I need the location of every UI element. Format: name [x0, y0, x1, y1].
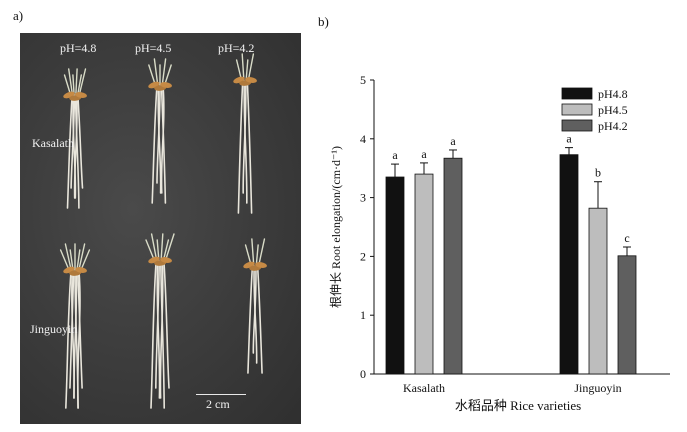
bar: [414, 173, 434, 375]
significance-letter: a: [450, 134, 456, 148]
y-tick-label: 4: [360, 132, 366, 146]
root-strand: [69, 272, 75, 389]
seed-husk: [255, 262, 267, 268]
root-strand: [76, 272, 81, 409]
x-tick-label: Jinguoyin: [574, 381, 621, 395]
root-strand: [156, 87, 161, 184]
seed-husk: [160, 82, 172, 88]
root-strand: [65, 272, 72, 409]
root-strand: [156, 262, 161, 399]
seedling-cluster: [59, 243, 91, 409]
legend-swatch: [561, 87, 593, 100]
ph-label-4-5: pH=4.5: [135, 41, 172, 55]
x-tick-label: Kasalath: [403, 381, 445, 395]
row-label-kasalath: Kasalath: [32, 136, 74, 150]
root-strand: [159, 262, 164, 399]
bar: [617, 255, 637, 375]
significance-letter: a: [392, 148, 398, 162]
root-strand: [155, 262, 160, 389]
seed-husk: [75, 92, 87, 98]
root-strand: [243, 82, 248, 204]
panel-a-label: a): [13, 8, 24, 23]
seedling-cluster: [145, 233, 175, 409]
root-strand: [160, 87, 167, 204]
scale-bar-label: 2 cm: [206, 397, 230, 411]
legend-swatch: [561, 103, 593, 116]
legend-swatch: [561, 119, 593, 132]
y-tick-label: 0: [360, 367, 366, 381]
seedling-photo: pH=4.8 pH=4.5 pH=4.2 Kasalath Jinguoyin …: [20, 33, 301, 424]
root-strand: [76, 272, 83, 389]
seedling-cluster: [63, 68, 87, 209]
seedling-cluster: [233, 53, 257, 214]
root-strand: [70, 97, 76, 189]
root-strand: [74, 97, 80, 209]
root-strand: [157, 87, 162, 194]
significance-letter: b: [595, 166, 601, 180]
legend-label: pH4.8: [598, 87, 628, 101]
root-strand: [252, 267, 257, 354]
bar: [588, 207, 608, 375]
legend-label: pH4.2: [598, 119, 628, 133]
ph-label-4-8: pH=4.8: [60, 41, 97, 55]
root-strand: [247, 267, 254, 374]
x-axis-label: 水稻品种 Rice varieties: [455, 398, 581, 413]
root-strand: [150, 262, 157, 409]
root-strand: [66, 97, 73, 209]
root-strand: [256, 267, 263, 374]
root-strand: [160, 87, 165, 194]
seed-husk: [245, 77, 257, 83]
seedling-cluster: [243, 238, 267, 374]
row-label-jinguoyin: Jinguoyin: [30, 322, 78, 336]
root-elongation-chart: 0 1 2 3 4 5 根伸长 Root elongation/(cm·d⁻¹) Kasala…: [329, 73, 670, 413]
scale-bar: [196, 394, 246, 395]
root-strand: [237, 82, 244, 214]
y-tick-label: 2: [360, 249, 366, 263]
root-strand: [246, 82, 253, 214]
seed-husk: [160, 257, 172, 263]
bar: [385, 176, 405, 375]
root-strand: [73, 272, 78, 399]
root-strand: [242, 82, 247, 194]
significance-letter: c: [624, 231, 629, 245]
significance-letter: a: [421, 147, 427, 161]
significance-letter: a: [566, 132, 572, 146]
y-tick-label: 5: [360, 73, 366, 87]
ph-label-4-2: pH=4.2: [218, 41, 255, 55]
root-strand: [151, 87, 158, 204]
root-strand: [73, 97, 78, 199]
shoot: [75, 68, 78, 98]
root-strand: [163, 262, 170, 389]
bar: [443, 157, 463, 375]
root-strand: [77, 97, 84, 189]
seedlings-illustration: [59, 53, 267, 409]
seedling-cluster: [148, 58, 172, 204]
y-tick-label: 3: [360, 191, 366, 205]
panel-b-label: b): [318, 14, 329, 29]
root-strand: [160, 262, 165, 409]
legend-label: pH4.5: [598, 103, 628, 117]
bar: [559, 154, 579, 375]
y-axis-label: 根伸长 Root elongation/(cm·d⁻¹): [329, 146, 343, 308]
shoot: [160, 233, 164, 263]
y-tick-label: 1: [360, 308, 366, 322]
seed-husk: [75, 267, 87, 273]
